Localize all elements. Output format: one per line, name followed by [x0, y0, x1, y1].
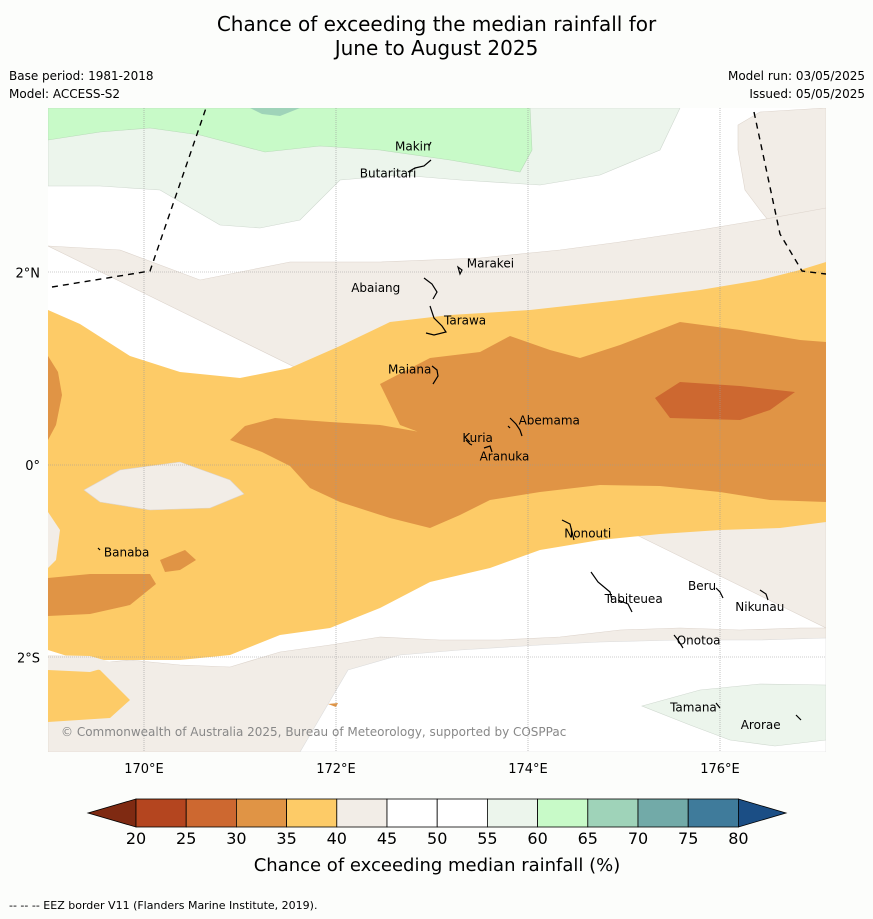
place-label: Arorae — [741, 718, 781, 732]
model-name: Model: ACCESS-S2 — [9, 87, 121, 101]
band-30-35-west — [48, 356, 62, 440]
title-line-2: June to August 2025 — [334, 36, 539, 60]
meta-right: Model run: 03/05/2025 Issued: 05/05/2025 — [728, 67, 865, 103]
footer-note: -- -- -- EEZ border V11 (Flanders Marine… — [9, 899, 318, 912]
colorbar-extend-low — [86, 798, 137, 828]
lon-tick-label: 174°E — [508, 762, 548, 777]
colorbar-segment — [687, 798, 739, 828]
band-60-65-north — [48, 108, 533, 173]
place-label: Maiana — [388, 363, 431, 377]
eez-border — [51, 108, 826, 288]
place-label: Tabiteuea — [604, 592, 663, 606]
colorbar-segment — [637, 798, 689, 828]
base-period: Base period: 1981-2018 — [9, 69, 154, 83]
copyright-text: © Commonwealth of Australia 2025, Bureau… — [61, 725, 566, 739]
colorbar-segment — [235, 798, 287, 828]
place-label: Makin — [395, 139, 431, 153]
place-label: Aranuka — [480, 450, 530, 464]
place-label: Beru — [688, 579, 716, 593]
place-label: Onotoa — [677, 633, 721, 647]
place-label: Banaba — [104, 546, 150, 560]
band-65-70-north — [250, 108, 300, 116]
gridlines — [48, 108, 826, 752]
band-25-30 — [655, 382, 795, 420]
probability-contours — [48, 108, 826, 752]
place-label: Kuria — [462, 431, 493, 445]
band-tiny — [328, 703, 338, 707]
band-40-45-island — [83, 461, 245, 511]
lon-tick-label: 170°E — [124, 762, 164, 777]
lat-tick-label: 0° — [25, 459, 40, 474]
lon-tick-label: 176°E — [700, 762, 740, 777]
band-30-35-small — [160, 550, 196, 572]
colorbar-segment — [537, 798, 589, 828]
colorbar-tick-label: 20 — [126, 829, 146, 848]
place-label: Tarawa — [443, 313, 486, 327]
place-label: Marakei — [467, 257, 514, 271]
colorbar-segment — [386, 798, 438, 828]
colorbar-tick-label: 70 — [628, 829, 648, 848]
colorbar-tick-label: 55 — [477, 829, 497, 848]
meta-left: Base period: 1981-2018 Model: ACCESS-S2 — [9, 67, 154, 103]
place-label: Nonouti — [564, 526, 611, 540]
colorbar-tick-label: 50 — [427, 829, 447, 848]
colorbar-title: Chance of exceeding median rainfall (%) — [254, 855, 621, 876]
colorbar-segment — [135, 798, 187, 828]
colorbar-segment — [336, 798, 388, 828]
place-label: Abemama — [519, 414, 580, 428]
island-labels: Makin Butaritari Marakei Abaiang Tarawa Maian… — [104, 139, 784, 732]
chart-title: Chance of exceeding the median rainfall … — [0, 12, 873, 60]
lat-tick-label: 2°N — [16, 267, 41, 282]
colorbar-tick-label: 60 — [527, 829, 547, 848]
lat-tick-label: 2°S — [17, 652, 40, 667]
colorbar-segment — [286, 798, 338, 828]
model-run: Model run: 03/05/2025 — [727, 69, 865, 83]
place-label: Nikunau — [735, 600, 784, 614]
colorbar-extend-high — [738, 798, 788, 828]
colorbar-segment — [185, 798, 237, 828]
colorbar: 20 25 30 35 40 45 50 55 60 65 70 75 80 — [86, 798, 788, 848]
colorbar-tick-label: 75 — [678, 829, 698, 848]
lon-tick-label: 172°E — [316, 762, 356, 777]
title-line-1: Chance of exceeding the median rainfall … — [216, 12, 657, 36]
place-label: Abaiang — [351, 281, 400, 295]
colorbar-tick-label: 65 — [578, 829, 598, 848]
band-40-45-edge — [48, 512, 60, 568]
island-coastlines — [97, 141, 802, 721]
band-40-45-west — [48, 655, 118, 672]
colorbar-segment — [587, 798, 639, 828]
colorbar-tick-label: 25 — [176, 829, 196, 848]
axis-labels: 170°E 172°E 174°E 176°E 2°N 0° 2°S — [16, 267, 740, 778]
colorbar-tick-label: 30 — [226, 829, 246, 848]
issued-date: Issued: 05/05/2025 — [749, 87, 865, 101]
place-label: Butaritari — [360, 166, 417, 180]
band-30-35-eastedge — [822, 390, 826, 418]
colorbar-tick-label: 40 — [327, 829, 347, 848]
colorbar-tick-label: 45 — [377, 829, 397, 848]
colorbar-tick-label: 35 — [276, 829, 296, 848]
colorbar-segment — [486, 798, 538, 828]
band-30-35-south — [48, 574, 156, 616]
place-label: Tamana — [669, 701, 717, 715]
colorbar-tick-label: 80 — [728, 829, 748, 848]
colorbar-segment — [436, 798, 488, 828]
